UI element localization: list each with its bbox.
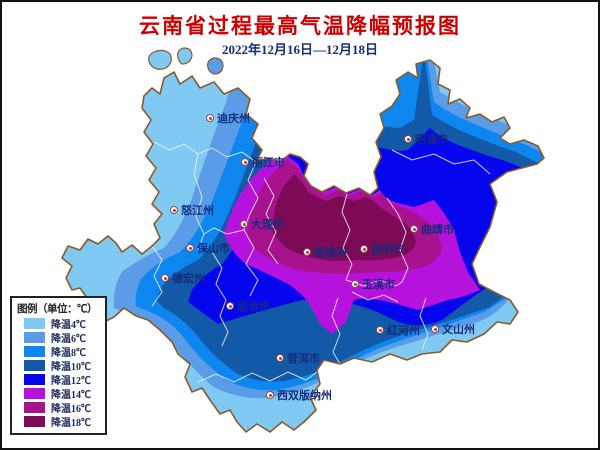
temperature-bands: [62, 60, 544, 432]
legend-swatch: [24, 317, 45, 329]
legend-title: 图例（单位：℃）: [17, 304, 98, 315]
legend-label: 降温10℃: [51, 361, 91, 373]
legend-swatch: [24, 373, 45, 385]
legend-item: 降温18℃: [17, 414, 105, 429]
legend-item: 降温6℃: [17, 331, 105, 345]
legend-swatch: [24, 359, 45, 371]
legend-label: 降温8℃: [51, 347, 86, 359]
legend-box: 图例（单位：℃） 降温4℃ 降温6℃ 降温8℃ 降温10℃ 降温12℃ 降温14℃ 降温16…: [10, 296, 107, 435]
date-range: 2022年12月16日—12月18日: [221, 42, 378, 57]
legend-label: 降温16℃: [51, 403, 91, 415]
prefecture-boundaries: [151, 141, 491, 383]
legend-item: 降温14℃: [17, 387, 105, 401]
legend-label: 降温18℃: [51, 417, 91, 429]
legend-label: 降温12℃: [51, 375, 91, 387]
legend-swatch: [24, 387, 45, 399]
province-outline: [61, 59, 545, 433]
legend-swatch: [24, 415, 45, 427]
legend-item: 降温4℃: [17, 317, 105, 331]
legend-label: 降温6℃: [51, 333, 86, 345]
legend-label: 降温14℃: [51, 389, 91, 401]
legend-item: 降温12℃: [17, 373, 105, 387]
legend-item: 降温8℃: [17, 345, 105, 359]
legend-item: 降温16℃: [17, 401, 105, 415]
legend-swatch: [24, 345, 45, 357]
page-title: 云南省过程最高气温降幅预报图: [139, 14, 461, 38]
legend-rows: 降温4℃ 降温6℃ 降温8℃ 降温10℃ 降温12℃ 降温14℃ 降温16℃ 降温18℃: [17, 317, 105, 429]
enclave-islands: [148, 47, 224, 75]
legend-item: 降温10℃: [17, 359, 105, 373]
legend-swatch: [24, 331, 45, 343]
legend-label: 降温4℃: [51, 319, 86, 331]
legend-swatch: [24, 401, 45, 413]
